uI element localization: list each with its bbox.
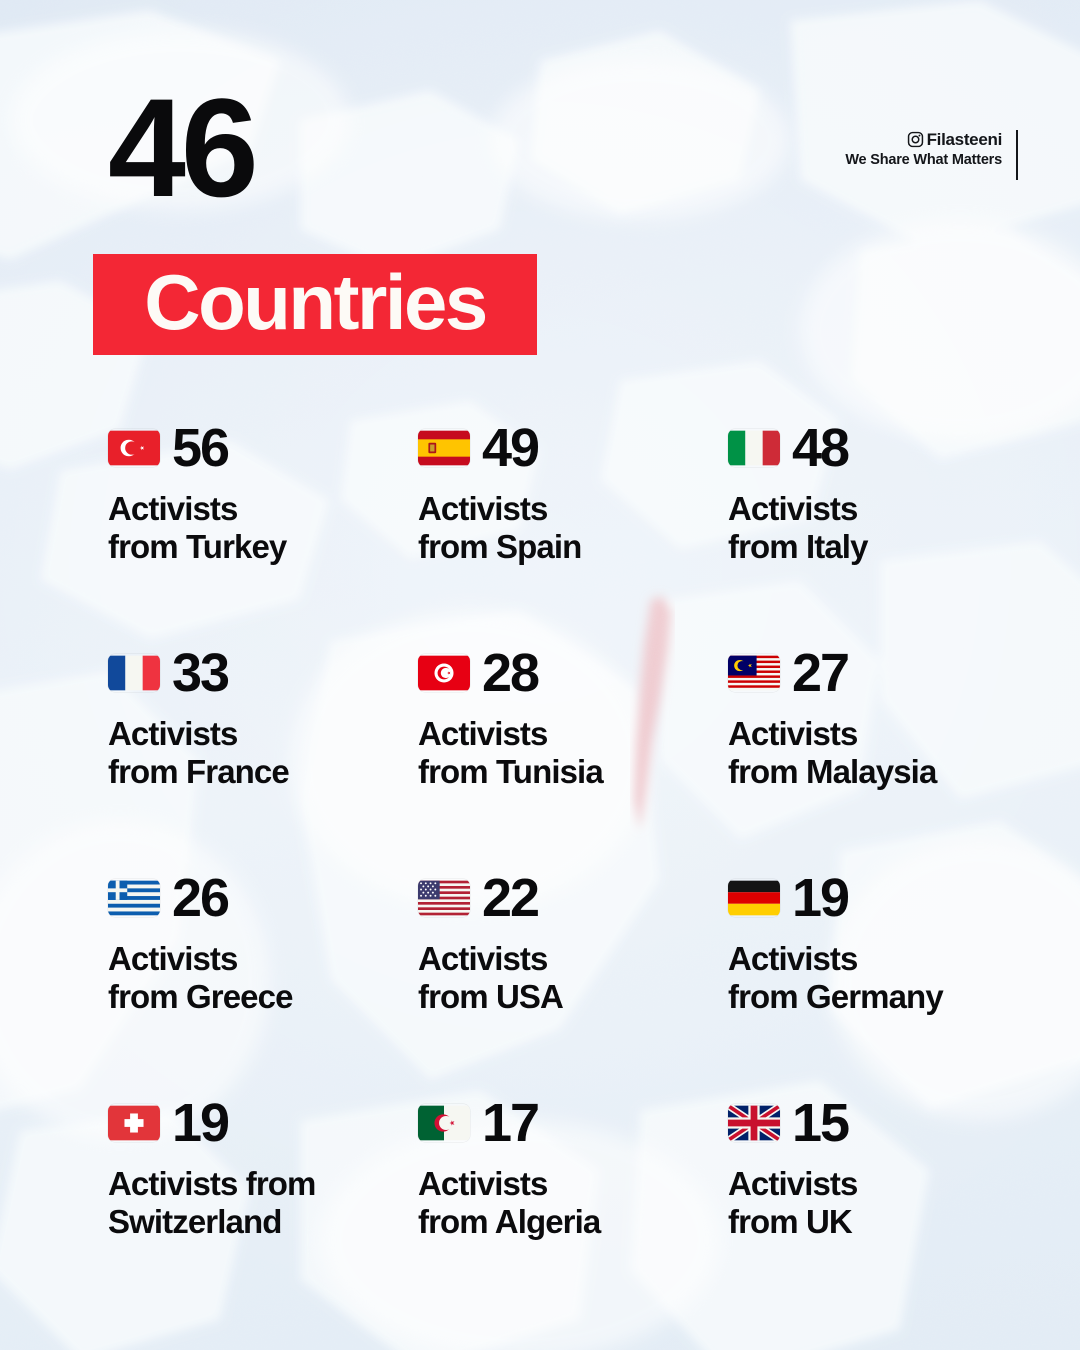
- activist-label: Activists from UK: [728, 1165, 858, 1241]
- instagram-icon: [907, 132, 923, 148]
- activist-label: Activists from Greece: [108, 940, 293, 1016]
- stat-cell-header: 26: [108, 870, 418, 926]
- flag-uk-icon: [728, 1104, 780, 1142]
- activist-count: 28: [482, 643, 540, 703]
- countries-banner: Countries: [93, 254, 537, 355]
- flag-algeria-icon: [418, 1104, 470, 1142]
- activist-label: Activists from Germany: [728, 940, 944, 1016]
- activist-count: 19: [172, 1093, 230, 1153]
- activist-label: Activists from Italy: [728, 490, 868, 566]
- stat-cell-italy: 48 Activists from Italy: [728, 420, 1038, 645]
- activist-count: 49: [482, 418, 540, 478]
- activist-label: Activists from Spain: [418, 490, 582, 566]
- flag-malaysia-icon: [728, 654, 780, 692]
- activist-label: Activists from Malaysia: [728, 715, 937, 791]
- activist-label: Activists from USA: [418, 940, 564, 1016]
- stats-grid: 56 Activists from Turkey 49 Activists from…: [108, 420, 1038, 1320]
- stat-cell-header: 33: [108, 645, 418, 701]
- activist-count: 48: [792, 418, 850, 478]
- headline-number: 46: [108, 69, 259, 226]
- stat-cell-header: 48: [728, 420, 1038, 476]
- flag-tunisia-icon: [418, 654, 470, 692]
- flag-greece-icon: [108, 879, 160, 917]
- activist-label: Activists from France: [108, 715, 290, 791]
- banner-label: Countries: [144, 257, 488, 346]
- activist-label: Activists from Turkey: [108, 490, 287, 566]
- brand-handle-row: Filasteeni: [845, 130, 1002, 150]
- stat-cell-tunisia: 28 Activists from Tunisia: [418, 645, 728, 870]
- stat-cell-greece: 26 Activists from Greece: [108, 870, 418, 1095]
- stat-cell-header: 19: [728, 870, 1038, 926]
- flag-usa-icon: [418, 879, 470, 917]
- stat-cell-switzerland: 19 Activists from Switzerland: [108, 1095, 418, 1320]
- stat-cell-header: 27: [728, 645, 1038, 701]
- stat-cell-uk: 15 Activists from UK: [728, 1095, 1038, 1320]
- stat-cell-header: 19: [108, 1095, 418, 1151]
- activist-label: Activists from Switzerland: [108, 1165, 316, 1241]
- flag-switzerland-icon: [108, 1104, 160, 1142]
- stat-cell-turkey: 56 Activists from Turkey: [108, 420, 418, 645]
- activist-count: 26: [172, 868, 230, 928]
- stat-cell-algeria: 17 Activists from Algeria: [418, 1095, 728, 1320]
- stat-cell-header: 17: [418, 1095, 728, 1151]
- brand-watermark: Filasteeni We Share What Matters: [845, 130, 1002, 169]
- activist-count: 19: [792, 868, 850, 928]
- activist-count: 17: [482, 1093, 540, 1153]
- brand-divider: [1016, 130, 1018, 180]
- stat-cell-header: 15: [728, 1095, 1038, 1151]
- stat-cell-malaysia: 27 Activists from Malaysia: [728, 645, 1038, 870]
- activist-label: Activists from Algeria: [418, 1165, 601, 1241]
- activist-label: Activists from Tunisia: [418, 715, 604, 791]
- activist-count: 33: [172, 643, 230, 703]
- stat-cell-header: 22: [418, 870, 728, 926]
- stat-cell-header: 56: [108, 420, 418, 476]
- stat-cell-spain: 49 Activists from Spain: [418, 420, 728, 645]
- flag-turkey-icon: [108, 429, 160, 467]
- activist-count: 22: [482, 868, 540, 928]
- flag-spain-icon: [418, 429, 470, 467]
- stat-cell-usa: 22 Activists from USA: [418, 870, 728, 1095]
- brand-handle-text: Filasteeni: [926, 130, 1003, 149]
- flag-italy-icon: [728, 429, 780, 467]
- activist-count: 15: [792, 1093, 850, 1153]
- stat-cell-header: 49: [418, 420, 728, 476]
- flag-france-icon: [108, 654, 160, 692]
- flag-germany-icon: [728, 879, 780, 917]
- activist-count: 56: [172, 418, 230, 478]
- activist-count: 27: [792, 643, 850, 703]
- brand-tagline: We Share What Matters: [845, 151, 1002, 168]
- stat-cell-germany: 19 Activists from Germany: [728, 870, 1038, 1095]
- stat-cell-france: 33 Activists from France: [108, 645, 418, 870]
- stat-cell-header: 28: [418, 645, 728, 701]
